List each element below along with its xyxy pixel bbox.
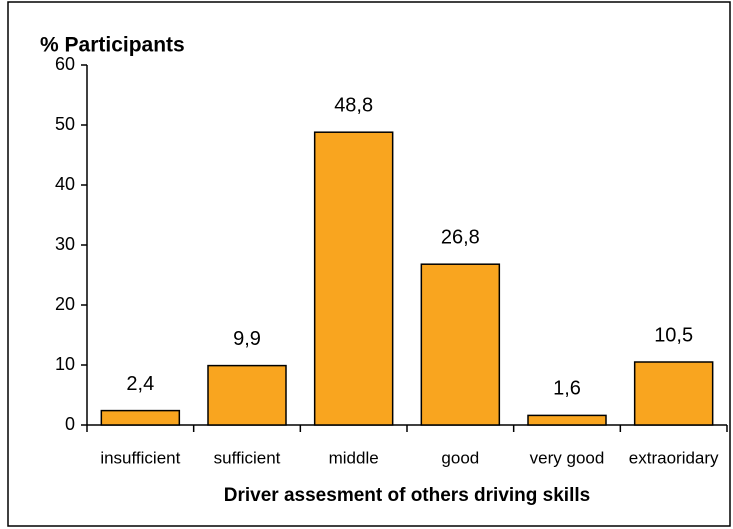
bar <box>313 131 394 426</box>
x-tick-label: middle <box>329 448 379 467</box>
bar <box>633 361 714 426</box>
y-tick-label: 50 <box>55 114 75 134</box>
x-tick-label: sufficient <box>214 448 281 467</box>
y-tick-label: 30 <box>55 234 75 254</box>
x-tick-label: insufficient <box>100 448 180 467</box>
value-label: 48,8 <box>334 94 373 116</box>
value-label: 1,6 <box>553 378 581 400</box>
x-tick-label: very good <box>530 448 605 467</box>
x-axis-title: Driver assesment of others driving skill… <box>224 485 590 506</box>
value-label: 26,8 <box>441 226 480 248</box>
value-label: 10,5 <box>654 324 693 346</box>
value-label: 2,4 <box>126 373 154 395</box>
y-tick-label: 0 <box>65 414 75 434</box>
y-tick-label: 40 <box>55 174 75 194</box>
y-tick-label: 10 <box>55 354 75 374</box>
bar <box>527 414 607 426</box>
y-tick-label: 60 <box>55 54 75 74</box>
bar <box>420 263 501 426</box>
frame <box>7 1 731 527</box>
y-axis-title: % Participants <box>40 34 185 57</box>
value-label: 9,9 <box>233 328 261 350</box>
y-tick-label: 20 <box>55 294 75 314</box>
x-tick-label: good <box>441 448 479 467</box>
bar <box>207 364 287 426</box>
x-tick-label: extraoridary <box>629 448 719 467</box>
bar <box>100 409 181 426</box>
